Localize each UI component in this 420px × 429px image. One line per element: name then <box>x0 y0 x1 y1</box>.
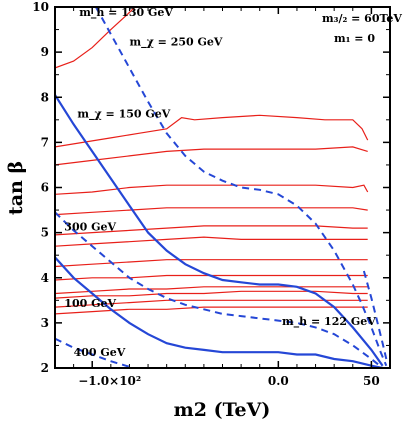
annotation-0: m_h = 130 GeV <box>79 6 173 20</box>
annotation-6: 400 GeV <box>74 346 126 359</box>
series-line-7 <box>55 259 368 268</box>
y-tick-label-6: 8 <box>41 90 49 104</box>
series-line-3 <box>55 184 369 195</box>
y-tick-label-8: 10 <box>32 0 49 14</box>
series-line-1 <box>55 114 369 148</box>
series-line-18 <box>362 270 388 360</box>
y-tick-label-3: 5 <box>41 226 49 240</box>
annotations-layer: m_h = 130 GeV m_χ = 250 GeV m_χ = 150 GeV 3… <box>64 6 376 359</box>
x-axis-title: m2 (TeV) <box>174 399 271 421</box>
series-line-14 <box>55 256 383 368</box>
series-line-17 <box>55 337 134 368</box>
series-layer <box>55 7 388 368</box>
annotation-1: m_χ = 250 GeV <box>129 35 222 49</box>
annotation-3: 300 GeV <box>64 220 116 233</box>
series-line-15 <box>95 7 388 367</box>
series-line-13 <box>55 94 384 367</box>
series-line-10 <box>55 290 368 299</box>
series-line-8 <box>55 274 368 281</box>
annotation-4: 100 GeV <box>64 297 116 310</box>
x-tick-label-0: −1.0×10² <box>78 374 141 388</box>
series-line-6 <box>55 236 368 247</box>
annotation-5: m_h = 122 GeV <box>282 315 376 329</box>
y-tick-label-5: 7 <box>41 135 49 149</box>
y-tick-label-1: 3 <box>41 316 49 330</box>
series-line-2 <box>55 146 368 166</box>
legend-m32: m₃/₂ = 60TeV <box>322 12 402 25</box>
y-tick-label-7: 9 <box>41 45 49 59</box>
tick-labels-layer: 2 3 4 5 6 7 8 9 10 −1.0×10² 0.0 50 <box>32 0 379 388</box>
series-line-4 <box>55 207 368 216</box>
y-axis-title: tan β <box>5 161 27 215</box>
ticks-layer <box>55 6 390 369</box>
series-line-9 <box>55 286 368 295</box>
series-line-16 <box>55 211 384 368</box>
legend-m1: m₁ = 0 <box>334 32 375 45</box>
series-line-11 <box>55 299 368 308</box>
x-tick-label-1: 0.0 <box>268 374 289 388</box>
y-tick-label-2: 4 <box>41 271 49 285</box>
annotation-2: m_χ = 150 GeV <box>77 108 170 122</box>
series-line-5 <box>55 225 368 236</box>
y-tick-label-0: 2 <box>41 361 49 375</box>
x-tick-label-2: 50 <box>363 374 380 388</box>
y-tick-label-4: 6 <box>41 181 49 195</box>
series-line-0 <box>55 7 136 69</box>
